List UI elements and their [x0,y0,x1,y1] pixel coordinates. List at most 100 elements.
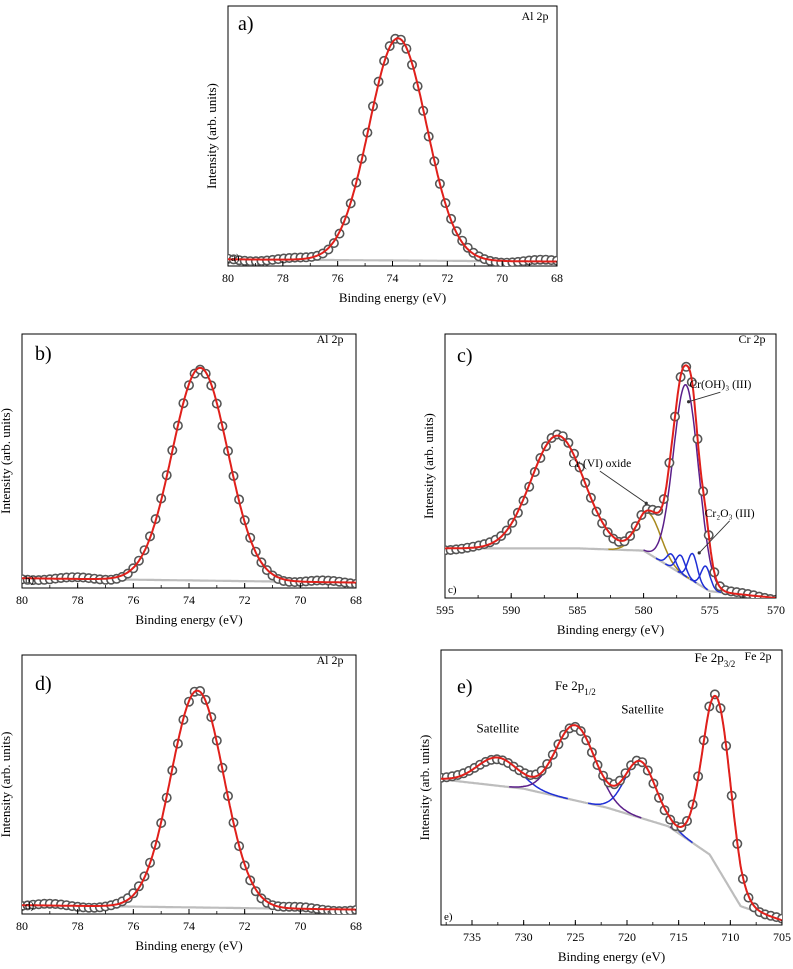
annotation-label: Cr(OH)₃ (III) [689,379,751,391]
corner-label: d) [25,900,35,912]
panel-b: 80 78 76 74 72 70 68 Binding energy (eV) Intensi… [0,332,362,627]
x-tick-label: 575 [701,603,719,617]
plot-area [22,685,356,914]
corner-label: b) [25,574,35,586]
data-point [323,244,334,255]
panel-c: 595 590 585 580 575 570 Binding energy (eV) Int… [421,332,785,637]
element-label: Al 2p [317,653,344,667]
component-peak-cr_oh [643,384,729,594]
component-peak-cr2o3 [655,553,688,578]
plot-area [441,689,782,924]
x-tick-label: 590 [502,603,520,617]
y-axis-title: Intensity (arb. units) [0,732,13,838]
x-tick-label: 78 [72,919,84,933]
component-peak-cr2o3 [677,552,709,591]
x-tick-label: 76 [127,593,139,607]
element-label: Fe 2p [745,649,772,663]
x-tick-label: 76 [332,271,344,285]
x-tick-label: 74 [183,919,195,933]
annotation-label: Fe 2p1/2 [555,678,596,697]
component-peak-cr2o3 [664,554,697,584]
annotation-label: Satellite [477,720,520,735]
x-tick-label: 585 [568,603,586,617]
fit-line [441,694,782,922]
corner-label: c) [448,584,457,596]
data-point [536,765,547,776]
x-tick-label: 72 [239,919,251,933]
annotation-label: Fe 2p3/2 [694,650,735,669]
panel-letter: d) [35,673,52,695]
annotation-arrow [688,391,721,403]
x-tick-label: 80 [16,593,28,607]
x-axis-title: Binding energy (eV) [558,949,665,964]
x-tick-label: 76 [127,919,139,933]
x-tick-label: 70 [294,919,306,933]
corner-label: e) [444,911,453,923]
panel-a: 80 78 76 74 72 70 68 Binding energy (eV) Intensi… [204,5,563,305]
annotation-label: Cr₂O₃ (III) [705,508,755,520]
x-tick-label: 735 [463,930,481,944]
corner-label: a) [231,252,240,264]
plot-area [228,33,557,266]
annotation-arrow [599,470,647,504]
annotation-label: Satellite [621,702,664,717]
x-tick-label: 80 [16,919,28,933]
x-axis-title: Binding energy (eV) [135,612,242,627]
panel-letter: c) [457,345,473,367]
panel-d: 80 78 76 74 72 70 68 Binding energy (eV) Intensi… [0,653,362,953]
x-tick-label: 80 [222,271,234,285]
x-tick-label: 72 [239,593,251,607]
y-axis-title: Intensity (arb. units) [417,735,432,841]
x-axis-title: Binding energy (eV) [339,290,446,305]
element-label: Al 2p [317,332,344,346]
annotation-arrowhead [687,400,691,404]
annotation-arrow [698,520,730,554]
x-tick-label: 68 [350,593,362,607]
y-axis-title: Intensity (arb. units) [0,408,13,514]
panel-e: 735 730 725 720 715 710 705 Binding energy (eV)… [417,649,791,964]
fit-line [228,37,557,263]
x-tick-label: 72 [441,271,453,285]
x-axis-title: Binding energy (eV) [135,938,242,953]
panel-letter: a) [238,13,254,35]
x-tick-label: 68 [551,271,563,285]
component-peak-cr2o3 [689,565,722,594]
fit-line [22,366,356,584]
element-label: Cr 2p [739,332,766,346]
x-tick-label: 570 [767,603,785,617]
x-tick-label: 710 [721,930,739,944]
plot-frame [21,333,357,589]
annotation-arrowhead [644,501,648,505]
plot-area [22,364,356,588]
x-tick-label: 595 [436,603,454,617]
x-tick-label: 74 [183,593,195,607]
x-tick-label: 715 [670,930,688,944]
x-tick-label: 70 [294,593,306,607]
x-tick-label: 725 [566,930,584,944]
x-tick-label: 70 [496,271,508,285]
plot-frame [21,654,357,915]
x-tick-label: 720 [618,930,636,944]
annotation-label: Cr (VI) oxide [569,458,632,470]
y-axis-title: Intensity (arb. units) [204,83,219,189]
y-axis-title: Intensity (arb. units) [421,413,436,519]
x-axis-title: Binding energy (eV) [557,622,664,637]
x-tick-label: 78 [72,593,84,607]
panel-letter: b) [35,343,52,365]
x-tick-label: 705 [773,930,791,944]
element-label: Al 2p [522,9,549,23]
fit-line [445,364,776,598]
x-tick-label: 730 [515,930,533,944]
panel-letter: e) [457,676,473,698]
x-tick-label: 68 [350,919,362,933]
fit-line [22,689,356,911]
component-peak-fe_peak [669,694,765,915]
plot-frame [440,649,783,926]
x-tick-label: 580 [635,603,653,617]
annotation-arrowhead [697,551,701,555]
plot-area [445,361,776,598]
x-tick-label: 78 [277,271,289,285]
x-tick-label: 74 [387,271,399,285]
background-line [441,778,782,922]
